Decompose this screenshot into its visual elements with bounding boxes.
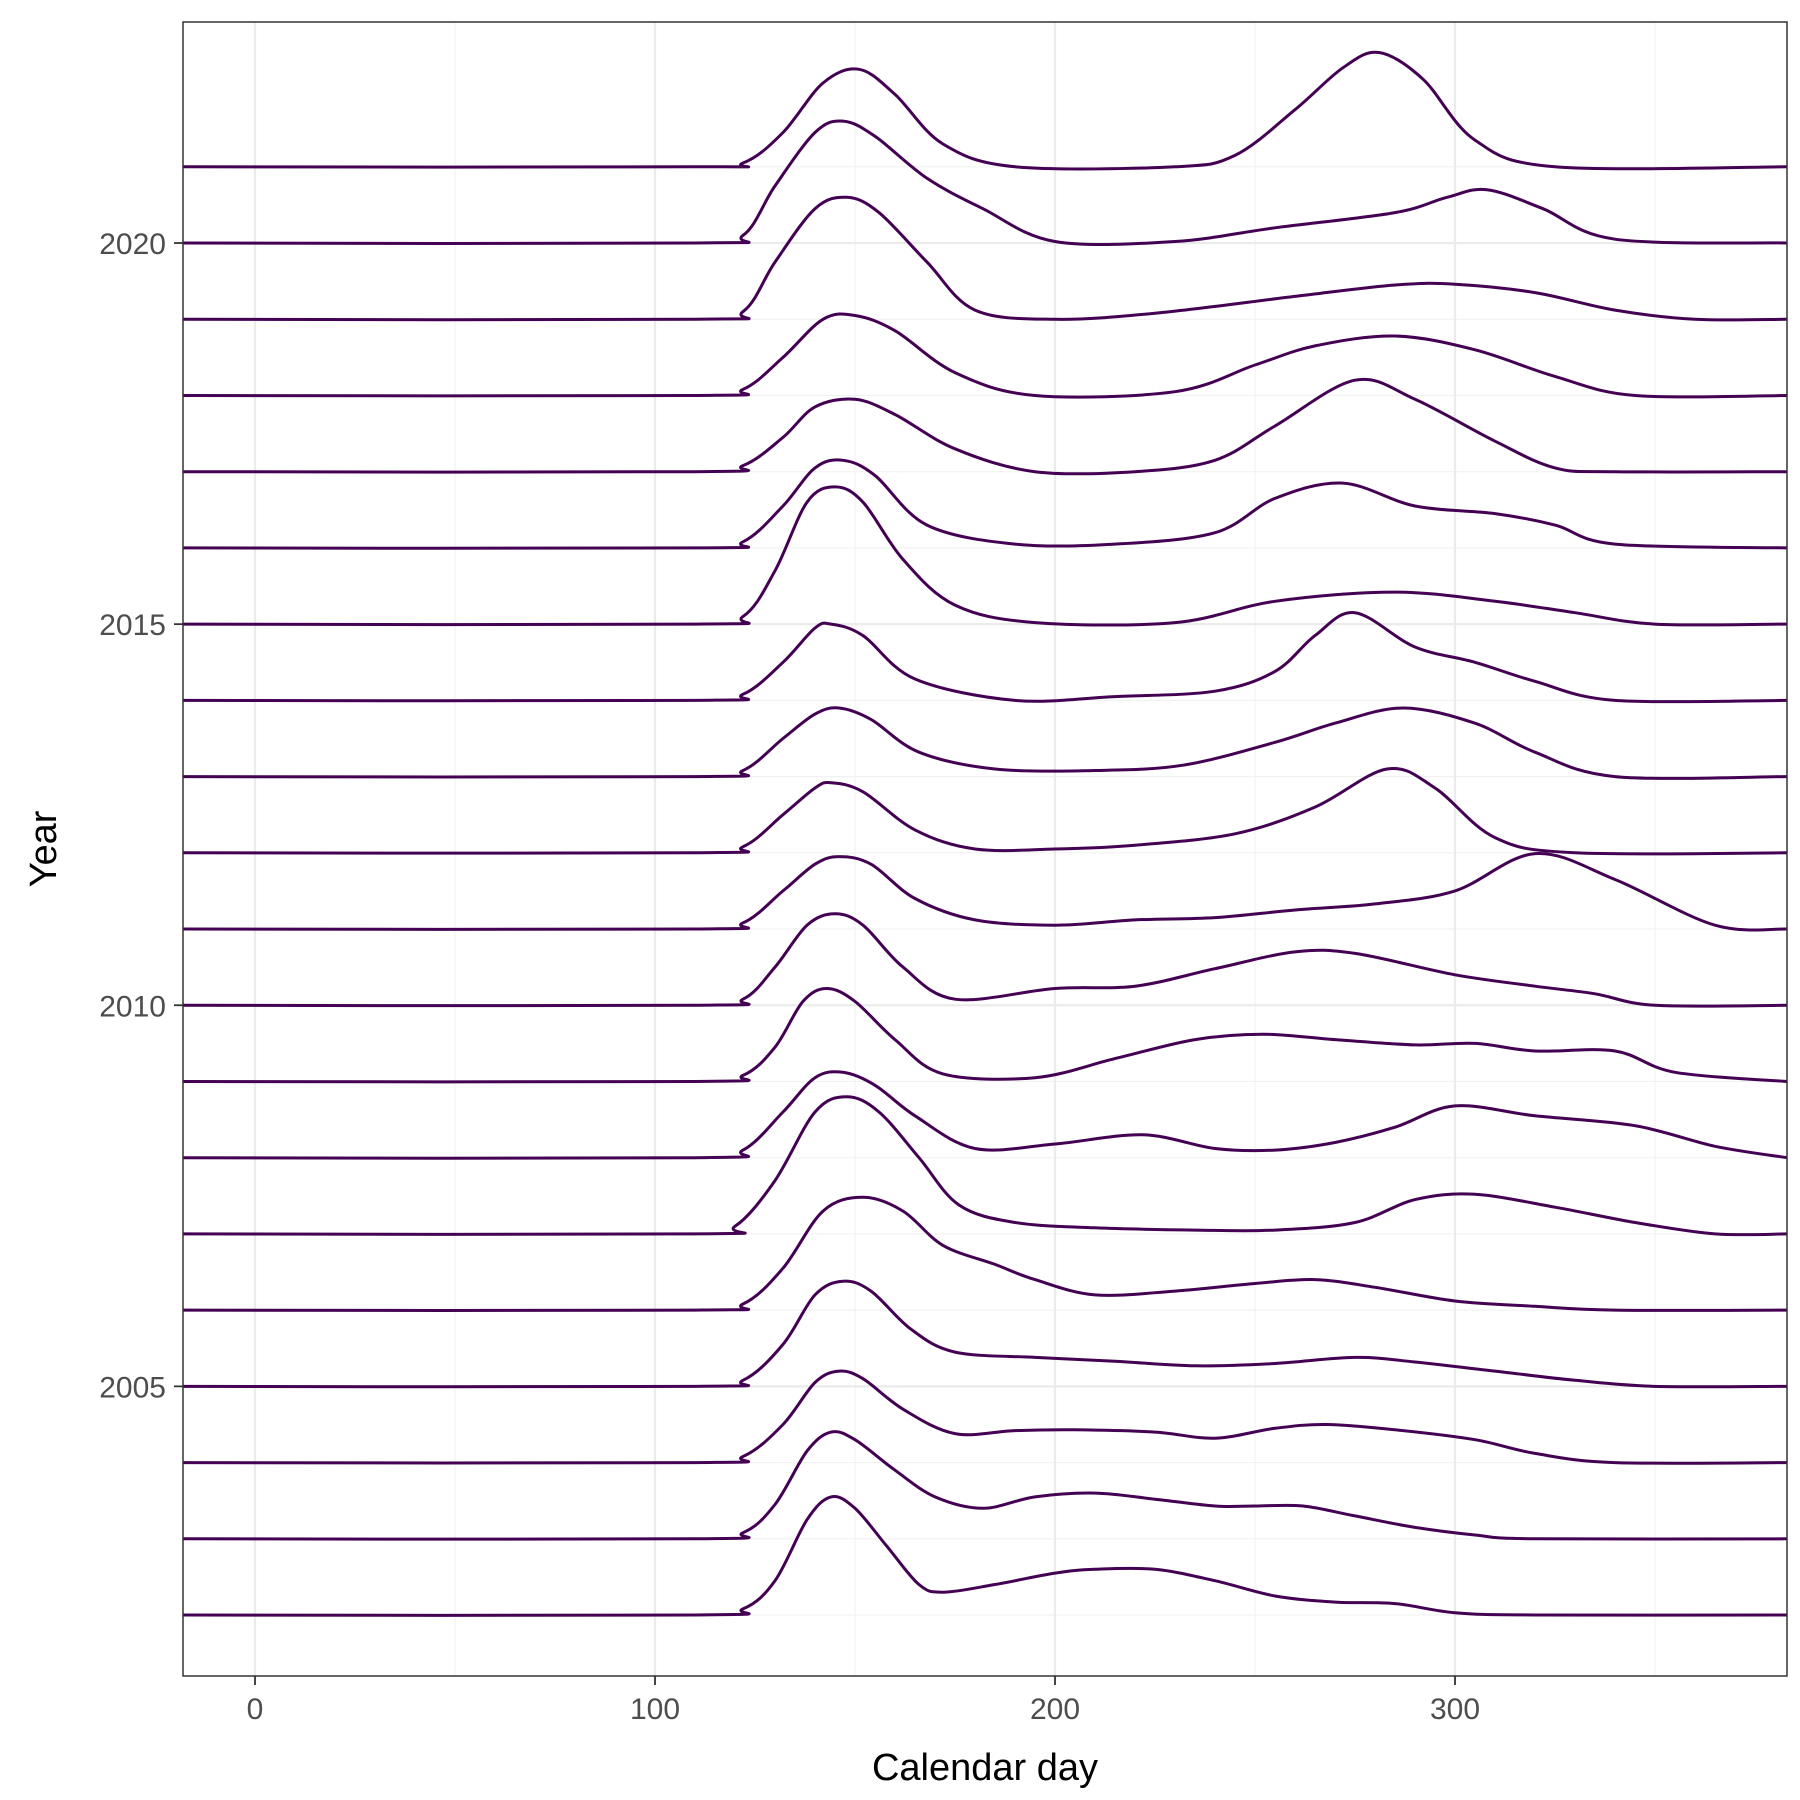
plot-panel-border — [182, 21, 1788, 1677]
ridge-line-2016 — [182, 458, 1788, 550]
ridge-line-2021 — [182, 50, 1788, 171]
x-tick-label: 100 — [630, 1693, 680, 1726]
y-tick-label: 2010 — [99, 990, 166, 1023]
x-tick-label: 300 — [1430, 1693, 1480, 1726]
y-axis: 2005 2010 2015 2020 — [99, 228, 183, 1404]
ridge-line-2019 — [182, 195, 1788, 322]
ridge-line-2020 — [182, 119, 1788, 247]
ridge-line-2003 — [182, 1430, 1788, 1541]
ridge-line-2011 — [182, 852, 1788, 932]
y-tick-label: 2015 — [99, 609, 166, 642]
ridge-series — [182, 50, 1788, 1617]
x-axis: 0 100 200 300 — [247, 1676, 1480, 1726]
x-axis-title: Calendar day — [872, 1747, 1098, 1789]
x-tick-label: 200 — [1030, 1693, 1080, 1726]
ridge-line-2012 — [182, 766, 1788, 856]
ridge-line-2008 — [182, 1070, 1788, 1160]
ridge-line-2004 — [182, 1369, 1788, 1465]
ridge-line-2009 — [182, 987, 1788, 1084]
ridge-line-2017 — [182, 377, 1788, 476]
ridge-line-2007 — [182, 1095, 1788, 1237]
y-tick-label: 2005 — [99, 1371, 166, 1404]
ridge-line-2014 — [182, 611, 1788, 704]
ridge-line-2013 — [182, 706, 1788, 780]
y-axis-title: Year — [23, 810, 65, 887]
ridge-line-2010 — [182, 912, 1788, 1008]
ridge-line-2015 — [182, 485, 1788, 627]
ridge-line-2005 — [182, 1279, 1788, 1389]
ridge-line-2002 — [182, 1495, 1788, 1617]
ridge-line-2018 — [182, 312, 1788, 399]
y-tick-label: 2020 — [99, 228, 166, 261]
x-tick-label: 0 — [247, 1693, 264, 1726]
ridge-line-2006 — [182, 1195, 1788, 1313]
